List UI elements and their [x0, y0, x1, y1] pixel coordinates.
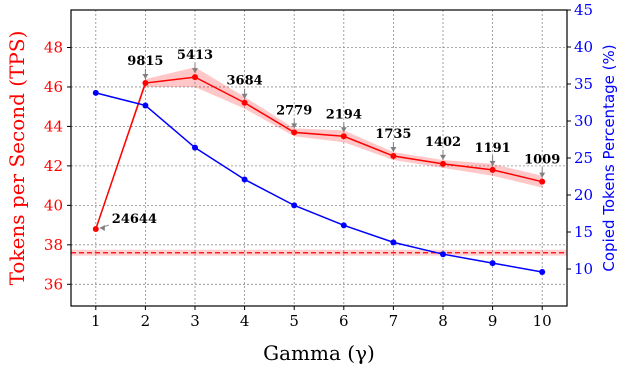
annotation-label: 3684	[227, 74, 263, 89]
axis-layer: 1 2 3 4 5 6 7 8 9 1036384042444648101520253035404…	[44, 1, 593, 330]
x-tick-label: 4	[240, 312, 250, 330]
annotation-arrowhead	[539, 172, 546, 178]
y-right-tick-label: 25	[574, 149, 593, 167]
tps-series-line	[95, 76, 543, 230]
x-tick-label: 1	[91, 312, 101, 330]
copied-percentage-series-point	[291, 202, 298, 209]
annotation-arrowhead	[340, 127, 347, 133]
x-tick-label: 2	[141, 312, 151, 330]
annotation-label: 1009	[524, 153, 560, 168]
annotation-label: 1735	[375, 127, 411, 142]
annotation-label: 1191	[475, 141, 511, 156]
y-right-tick-label: 10	[574, 260, 593, 278]
y-right-tick-label: 35	[574, 75, 593, 93]
copied-percentage-series-point	[142, 102, 149, 109]
tps-series-point	[489, 166, 496, 173]
annotation-arrowhead	[241, 93, 248, 99]
y-left-tick-label: 44	[44, 117, 63, 135]
annotation-arrowhead	[390, 147, 397, 153]
copied-percentage-series-point	[539, 268, 546, 275]
x-tick-label: 6	[339, 312, 349, 330]
y-left-tick-label: 46	[44, 78, 63, 96]
copied-percentage-series-point	[92, 89, 99, 96]
tps-series-point	[539, 178, 546, 185]
copied-percentage-series-point	[489, 260, 496, 267]
tps-series-point	[241, 99, 248, 106]
tps-series-point	[92, 226, 99, 233]
y-left-tick-label: 40	[44, 196, 63, 214]
copied-percentage-series-point	[241, 176, 248, 183]
x-tick-label: 3	[190, 312, 200, 330]
copied-percentage-series-line	[95, 92, 543, 273]
annotation-arrowhead	[142, 74, 149, 80]
copied-percentage-series-point	[340, 222, 347, 229]
y-right-tick-label: 15	[574, 223, 593, 241]
y-right-tick-label: 40	[574, 38, 593, 56]
tps-series-point	[390, 153, 397, 160]
annotation-arrowhead	[192, 68, 198, 74]
y-right-tick-label: 45	[574, 1, 593, 19]
annotation-layer: 24644 9815 5413 3684 2779 2194 1735 1402 1191 100…	[99, 48, 560, 232]
y-right-tick-label: 20	[574, 186, 593, 204]
annotation-label: 2194	[326, 107, 362, 122]
annotation-arrowhead	[489, 160, 496, 166]
annotation-arrowhead	[99, 225, 105, 232]
x-tick-label: 7	[389, 312, 399, 330]
x-tick-label: 9	[488, 312, 498, 330]
annotation-label: 24644	[112, 212, 157, 227]
baseline-layer	[71, 249, 567, 256]
y-axis-left-label: Tokens per Second (TPS)	[5, 31, 29, 286]
y-left-tick-label: 36	[44, 275, 63, 293]
y-left-tick-label: 48	[44, 38, 63, 56]
annotation-label: 5413	[177, 48, 213, 63]
y-right-tick-label: 30	[574, 112, 593, 130]
annotation-label: 9815	[127, 54, 163, 69]
y-left-tick-label: 38	[44, 236, 63, 254]
x-tick-label: 5	[289, 312, 299, 330]
annotation-label: 1402	[425, 135, 461, 150]
annotation-arrowhead	[291, 123, 298, 129]
series-layer	[92, 74, 546, 275]
x-axis-label: Gamma (γ)	[263, 341, 375, 365]
tps-series-point	[440, 160, 446, 167]
copied-percentage-series-point	[440, 251, 446, 258]
annotation-arrowhead	[440, 154, 446, 160]
tps-series-point	[340, 133, 347, 140]
x-tick-label: 8	[438, 312, 448, 330]
annotation-label: 2779	[276, 103, 312, 118]
copied-percentage-series-point	[192, 144, 198, 151]
x-tick-label: 10	[533, 312, 552, 330]
copied-percentage-series-point	[390, 239, 397, 246]
y-left-tick-label: 42	[44, 157, 63, 175]
y-axis-right-label: Copied Tokens Percentage (%)	[600, 44, 618, 271]
tps-series-point	[291, 129, 298, 136]
tps-series-point	[192, 74, 198, 81]
tps-series-point	[142, 80, 149, 87]
